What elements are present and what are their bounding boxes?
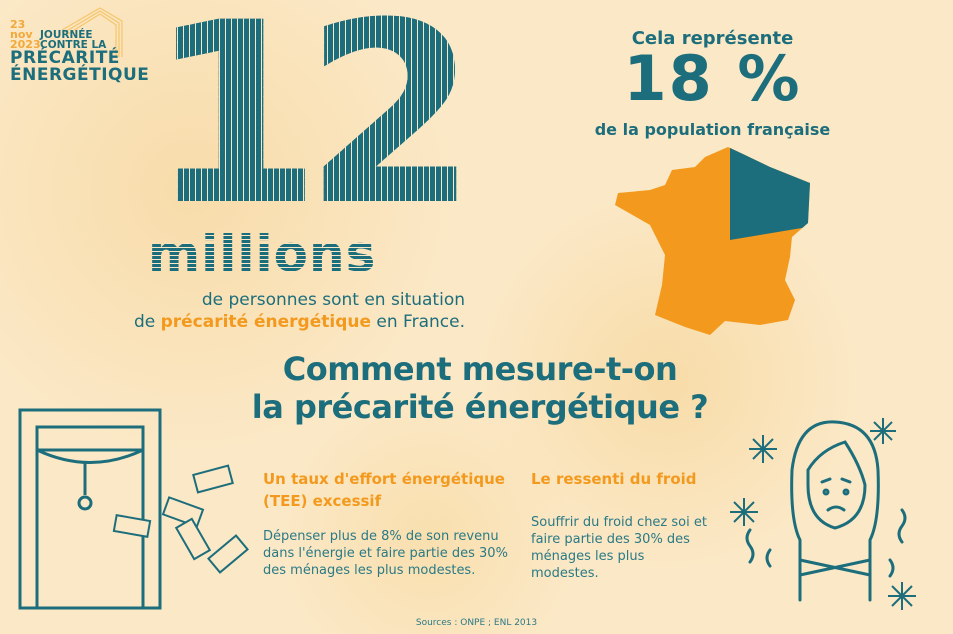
logo-date: 23 nov 2023 xyxy=(10,18,41,51)
stat-value: 18 % xyxy=(623,42,802,115)
france-map-icon xyxy=(615,147,810,335)
headline-subtitle: de personnes sont en situation de précar… xyxy=(133,290,465,332)
criterion-cold: Le ressenti du froid Souffrir du froid c… xyxy=(531,468,711,582)
headline-number: 12 xyxy=(148,0,460,240)
criterion-tee: Un taux d'effort énergétique (TEE) exces… xyxy=(263,468,513,579)
criterion-text: Souffrir du froid chez soi et faire part… xyxy=(531,515,707,581)
criterion-title: Un taux d'effort énergétique (TEE) exces… xyxy=(263,470,505,510)
stat-label: de la population française xyxy=(594,120,831,139)
logo-title-small: JOURNÉE CONTRE LA xyxy=(40,29,107,51)
sources: Sources : ONPE ; ENL 2013 xyxy=(415,618,538,628)
section-heading: Comment mesure-t-on la précarité énergéti… xyxy=(251,350,709,426)
criterion-text: Dépenser plus de 8% de son revenu dans l… xyxy=(263,529,508,578)
highlight-text: précarité énergétique xyxy=(160,312,372,332)
cold-person-icon xyxy=(730,418,916,610)
logo-title-large: PRÉCARITÉ ÉNERGÉTIQUE xyxy=(10,48,150,85)
window-money-icon xyxy=(18,408,249,610)
headline-unit: millions xyxy=(148,225,377,283)
snowflake-icon xyxy=(730,418,916,610)
criterion-title: Le ressenti du froid xyxy=(531,470,697,488)
stat-intro: Cela représente xyxy=(631,28,794,49)
house-outline-icon xyxy=(61,7,123,57)
